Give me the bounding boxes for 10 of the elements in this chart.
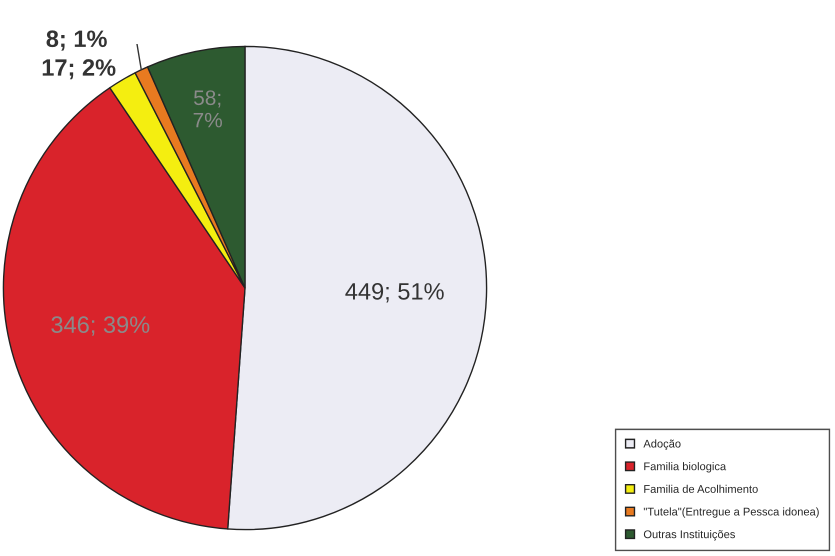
legend-label: Familia biologica [644,462,726,472]
data-label: 17; 2% [42,59,116,80]
data-label: 58; 7% [194,90,222,128]
data-label: 8; 1% [46,30,107,51]
legend-label: "Tutela"(Entregue a Pessca idonea) [644,507,819,518]
legend-label: Outras Instituições [644,530,735,540]
data-label: 449; 51% [345,282,444,302]
legend-label: Familia de Acolhimento [644,484,758,493]
data-label: 346; 39% [51,316,150,336]
legend-label: Adoção [643,439,681,450]
